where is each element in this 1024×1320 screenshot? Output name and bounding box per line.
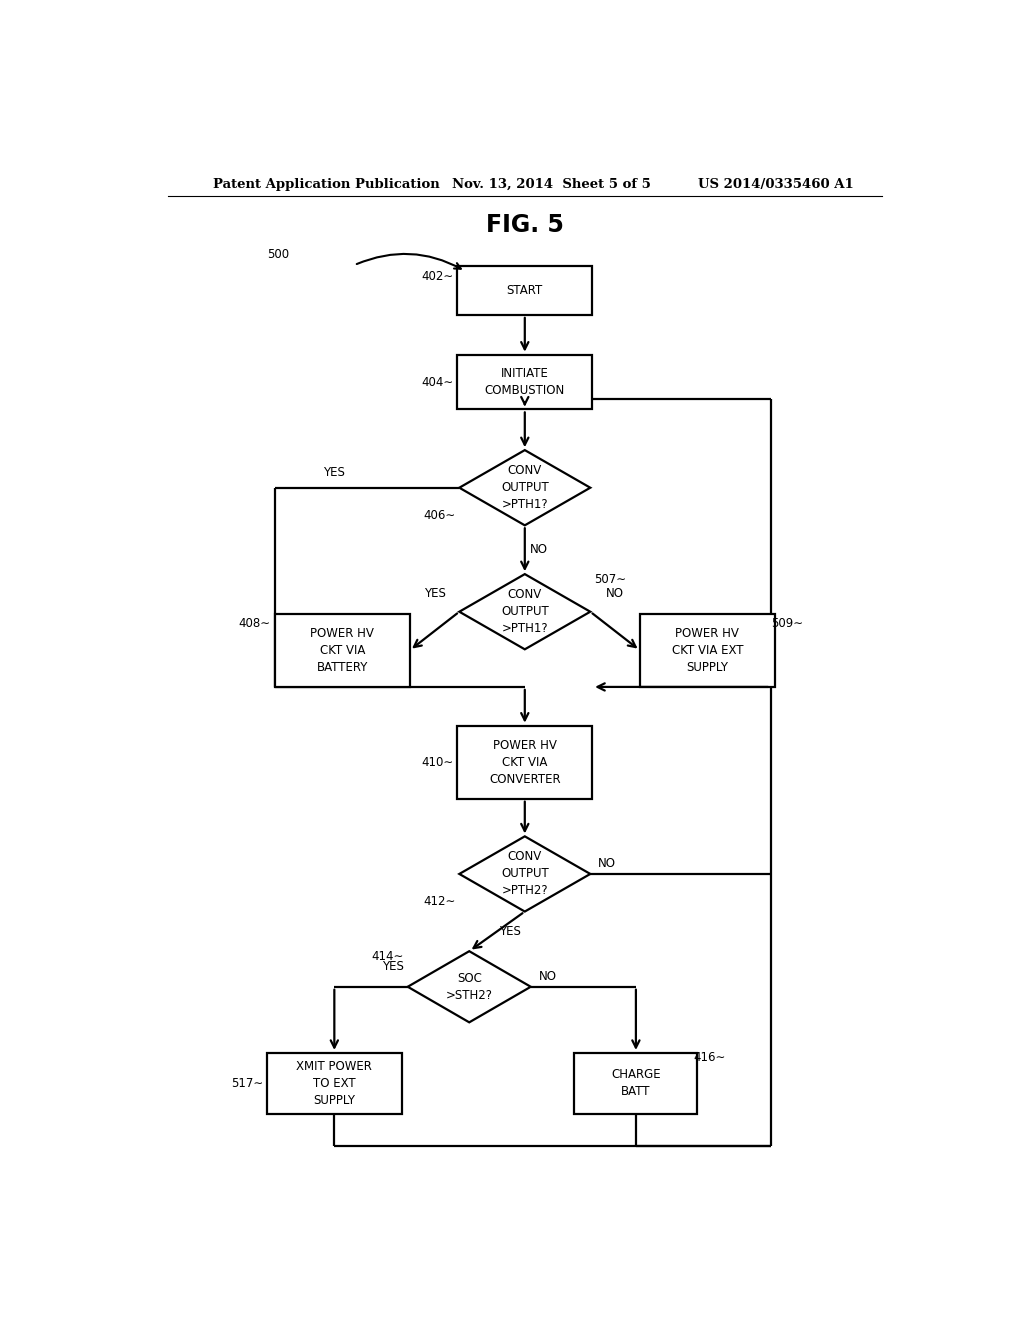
Polygon shape — [460, 837, 590, 912]
Text: CONV
OUTPUT
>PTH1?: CONV OUTPUT >PTH1? — [501, 465, 549, 511]
Text: POWER HV
CKT VIA EXT
SUPPLY: POWER HV CKT VIA EXT SUPPLY — [672, 627, 743, 673]
Text: NO: NO — [598, 857, 616, 870]
Text: 402∼: 402∼ — [421, 269, 454, 282]
Bar — [267, 1053, 401, 1114]
Text: YES: YES — [382, 960, 403, 973]
Bar — [458, 355, 592, 409]
Text: YES: YES — [499, 925, 521, 939]
Text: US 2014/0335460 A1: US 2014/0335460 A1 — [697, 178, 854, 191]
Text: Patent Application Publication: Patent Application Publication — [213, 178, 439, 191]
Bar — [574, 1053, 697, 1114]
Text: POWER HV
CKT VIA
CONVERTER: POWER HV CKT VIA CONVERTER — [489, 739, 560, 785]
Text: Nov. 13, 2014  Sheet 5 of 5: Nov. 13, 2014 Sheet 5 of 5 — [452, 178, 650, 191]
Text: START: START — [507, 284, 543, 297]
Text: CHARGE
BATT: CHARGE BATT — [611, 1068, 660, 1098]
Bar — [458, 726, 592, 799]
Text: NO: NO — [539, 970, 557, 983]
Polygon shape — [460, 574, 590, 649]
Text: NO: NO — [530, 544, 549, 556]
Text: YES: YES — [424, 587, 445, 599]
Text: 416∼: 416∼ — [693, 1052, 726, 1064]
Text: CONV
OUTPUT
>PTH2?: CONV OUTPUT >PTH2? — [501, 850, 549, 898]
Bar — [458, 267, 592, 315]
Text: 509∼: 509∼ — [771, 618, 803, 631]
Text: 408∼: 408∼ — [239, 618, 270, 631]
Polygon shape — [408, 952, 530, 1022]
Text: POWER HV
CKT VIA
BATTERY: POWER HV CKT VIA BATTERY — [310, 627, 374, 673]
Text: SOC
>STH2?: SOC >STH2? — [445, 972, 493, 1002]
Text: XMIT POWER
TO EXT
SUPPLY: XMIT POWER TO EXT SUPPLY — [296, 1060, 373, 1107]
Text: 517∼: 517∼ — [230, 1077, 263, 1090]
Text: NO: NO — [606, 587, 624, 599]
Text: 406∼: 406∼ — [423, 508, 456, 521]
Text: YES: YES — [324, 466, 345, 479]
Text: 404∼: 404∼ — [421, 375, 454, 388]
Text: 414∼: 414∼ — [372, 950, 403, 962]
Text: 412∼: 412∼ — [423, 895, 456, 908]
Text: 500: 500 — [267, 248, 289, 261]
Text: 410∼: 410∼ — [421, 755, 454, 768]
Text: FIG. 5: FIG. 5 — [485, 214, 564, 238]
Polygon shape — [460, 450, 590, 525]
Text: 507∼: 507∼ — [594, 573, 627, 586]
Text: INITIATE
COMBUSTION: INITIATE COMBUSTION — [484, 367, 565, 397]
Bar — [640, 614, 775, 686]
Bar — [274, 614, 410, 686]
Text: CONV
OUTPUT
>PTH1?: CONV OUTPUT >PTH1? — [501, 589, 549, 635]
